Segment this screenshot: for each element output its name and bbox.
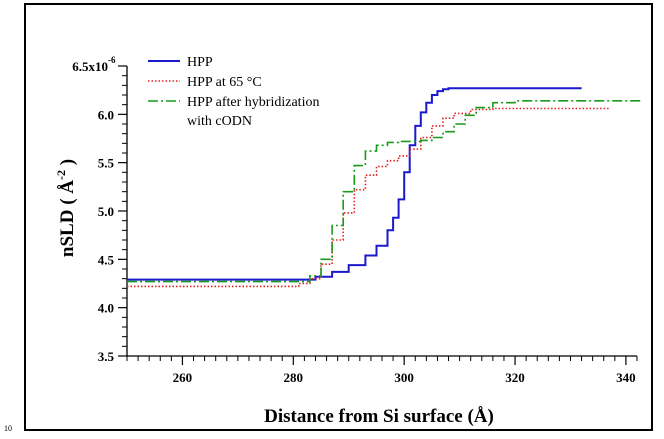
y-axis-label: nSLD ( Å-2 ): [54, 159, 78, 257]
legend-label-line2: with cODN: [187, 114, 252, 129]
y-tick-label: 4.5: [98, 252, 115, 267]
chart-frame: 260 280 300 320 340 3.5 4.0 4.5 5.0 5.5 6.0 6.5x10-…: [24, 3, 653, 431]
legend-label: HPP at 65 °C: [187, 75, 262, 90]
x-tick-label: 320: [505, 370, 524, 385]
x-tick-label: 300: [394, 370, 414, 385]
legend-label: HPP after hybridization: [187, 95, 319, 110]
corner-note: 10: [4, 424, 12, 433]
legend-label: HPP: [187, 55, 213, 70]
y-tick-label: 5.5: [98, 156, 115, 171]
y-tick-label: 5.0: [98, 204, 114, 219]
series-line: [127, 87, 582, 281]
y-tick-exponent: -6: [108, 55, 116, 65]
x-tick-label: 260: [173, 370, 193, 385]
x-tick-label: 340: [616, 370, 636, 385]
chart-svg: 260 280 300 320 340 3.5 4.0 4.5 5.0 5.5 6.0 6.5x10-…: [54, 55, 643, 427]
x-axis-label: Distance from Si surface (Å): [264, 406, 494, 427]
y-tick-label: 3.5: [98, 349, 115, 364]
x-tick-label: 280: [284, 370, 304, 385]
series-line: [127, 107, 610, 288]
y-tick-label: 6.5x10: [72, 59, 108, 74]
y-tick-label: 4.0: [98, 301, 114, 316]
y-tick-label: 6.0: [98, 107, 114, 122]
series-line: [127, 100, 643, 283]
